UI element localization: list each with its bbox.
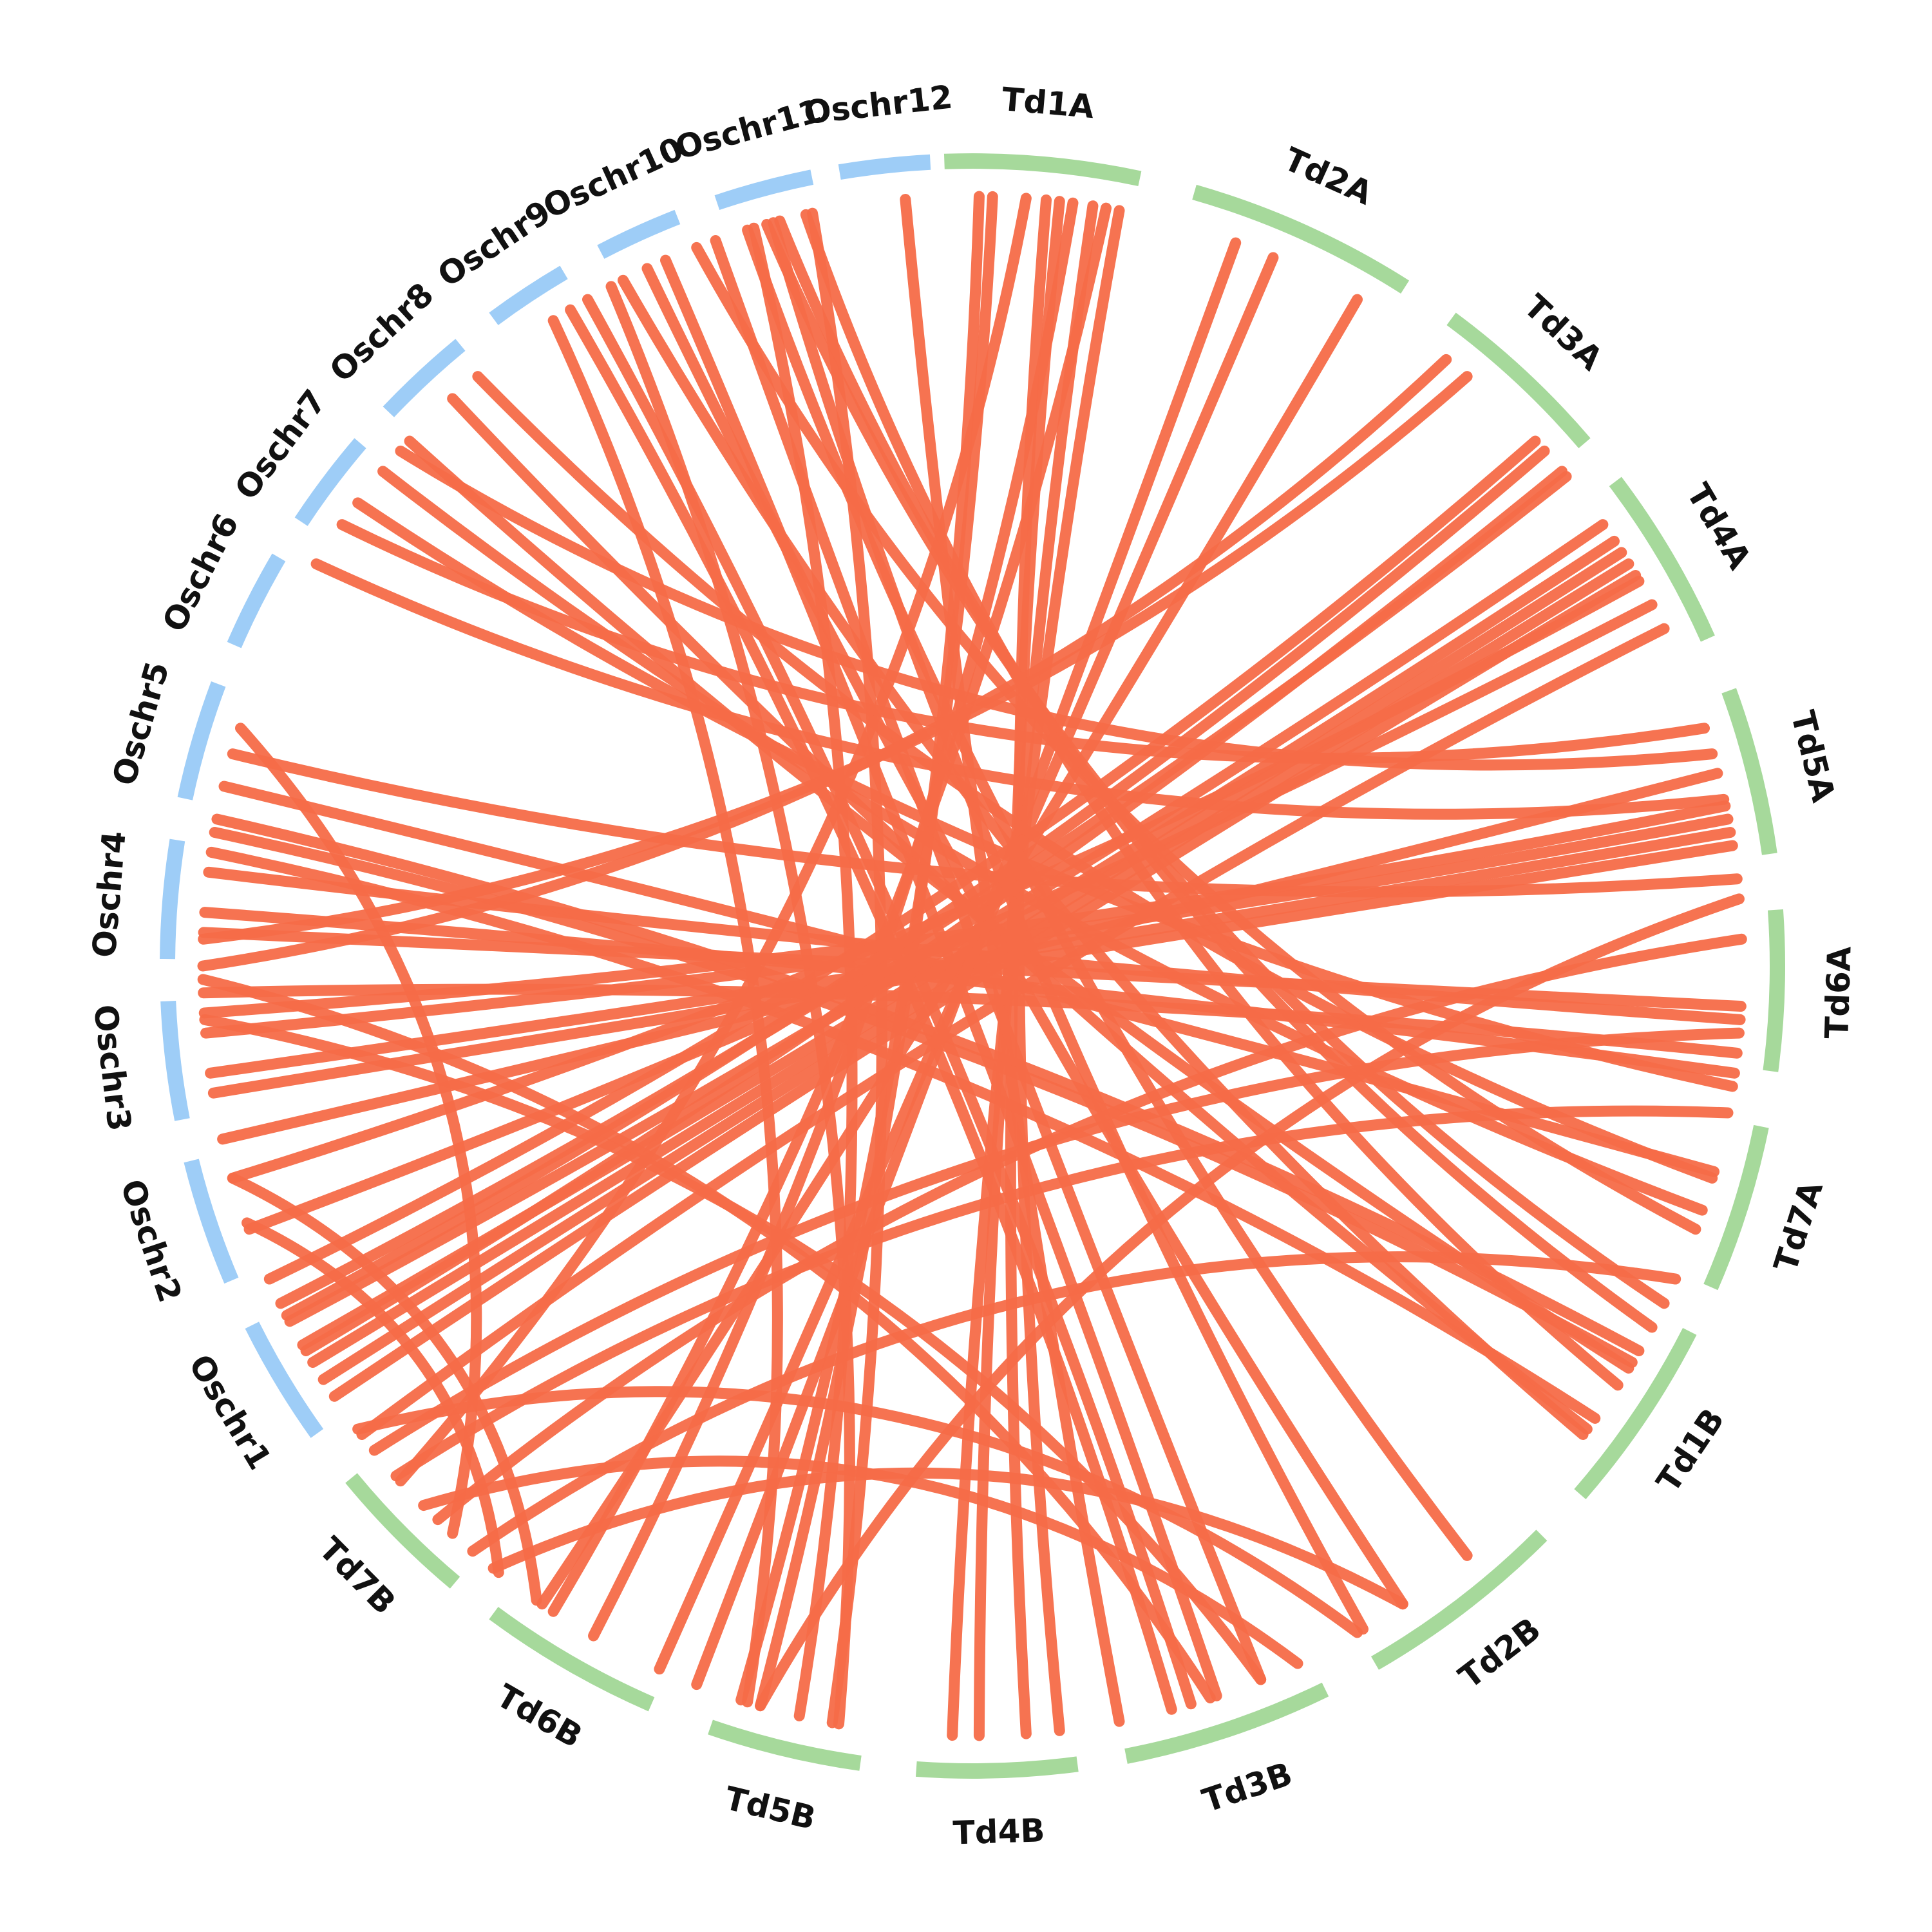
segment-td4b	[915, 1756, 1079, 1779]
segment-td5b	[708, 1719, 862, 1771]
label-oschr5: Oschr5	[105, 658, 176, 790]
segment-td1a	[943, 153, 1142, 187]
label-oschr2: Oschr2	[113, 1175, 189, 1307]
segment-td4a	[1609, 477, 1715, 642]
label-oschr11: Oschr11	[671, 92, 825, 167]
segment-oschr9	[489, 265, 568, 325]
label-td4b: Td4B	[952, 1812, 1046, 1852]
segment-td5a	[1721, 688, 1777, 855]
link-55	[300, 466, 1567, 1356]
label-td6a: Td6A	[1818, 945, 1858, 1039]
segments-layer	[160, 153, 1785, 1779]
label-td4a: Td4A	[1680, 477, 1759, 576]
link-71	[205, 846, 1601, 1424]
link-58	[356, 623, 1670, 1440]
segment-oschr8	[383, 339, 466, 417]
link-77	[197, 974, 1216, 1704]
link-57	[243, 599, 1658, 1235]
link-59	[336, 519, 1710, 764]
label-oschr4: Oschr4	[86, 829, 133, 959]
label-td1b: Td1B	[1649, 1402, 1732, 1499]
segment-td1b	[1574, 1328, 1697, 1499]
link-69	[774, 215, 1658, 1333]
label-oschr12: Oschr12	[802, 79, 954, 132]
segment-oschr10	[597, 209, 681, 259]
label-td2a: Td2A	[1278, 140, 1378, 213]
link-75	[418, 1455, 1303, 1669]
segment-oschr3	[160, 1000, 190, 1121]
label-oschr3: Oschr3	[86, 1003, 138, 1133]
segment-td2b	[1370, 1530, 1548, 1670]
label-td2b: Td2B	[1452, 1611, 1548, 1696]
segment-td7a	[1703, 1124, 1769, 1291]
link-25	[310, 558, 1730, 820]
segment-td6a	[1763, 909, 1785, 1072]
link-76	[199, 1014, 1267, 1685]
link-63	[368, 1027, 1745, 1456]
label-td5b: Td5B	[721, 1779, 819, 1837]
segment-oschr2	[184, 1159, 239, 1284]
label-td3a: Td3A	[1517, 287, 1610, 377]
links-layer	[197, 191, 1747, 1741]
segment-td3b	[1124, 1682, 1329, 1764]
label-oschr1: Oschr1	[182, 1348, 279, 1476]
segment-oschr7	[294, 438, 366, 526]
link-50	[536, 294, 1363, 1610]
link-64	[390, 1105, 1734, 1482]
label-td5a: Td5A	[1784, 707, 1842, 806]
segment-td7b	[345, 1473, 460, 1589]
link-49	[654, 252, 1279, 1675]
label-oschr10: Oschr10	[538, 130, 689, 226]
segment-oschr12	[838, 154, 931, 180]
segment-oschr1	[245, 1321, 324, 1438]
label-td7b: Td7B	[312, 1530, 403, 1622]
segment-oschr5	[177, 681, 226, 800]
link-56	[227, 576, 1645, 1184]
link-73	[488, 1467, 1408, 1610]
label-td6b: Td6B	[490, 1677, 589, 1756]
link-70	[800, 209, 1624, 1391]
link-47	[328, 569, 1642, 1402]
segment-oschr4	[160, 838, 185, 960]
segment-td3a	[1446, 312, 1591, 448]
link-72	[742, 224, 1473, 1561]
segment-oschr6	[227, 553, 286, 649]
segment-td2a	[1192, 184, 1410, 294]
link-53	[263, 435, 1541, 1285]
segment-td6b	[489, 1607, 655, 1712]
link-65	[472, 371, 1718, 1184]
segment-oschr11	[714, 169, 814, 210]
label-td3b: Td3B	[1198, 1755, 1297, 1819]
label-oschr6: Oschr6	[155, 507, 246, 638]
label-td7a: Td7A	[1767, 1177, 1831, 1276]
link-74	[352, 1386, 1363, 1638]
label-td1a: Td1A	[1000, 80, 1095, 126]
